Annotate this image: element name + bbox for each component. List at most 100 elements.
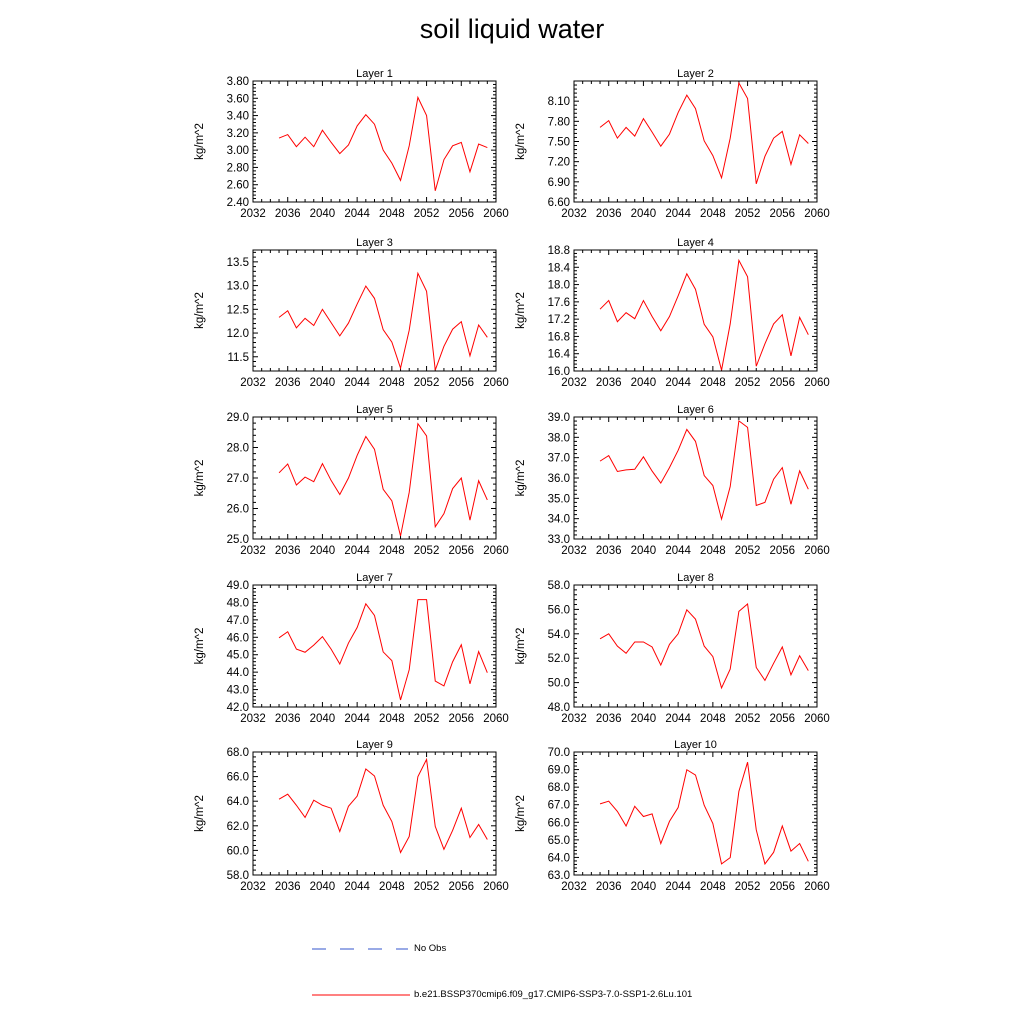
x-tick-label: 2052: [735, 208, 761, 220]
x-tick-label: 2060: [483, 881, 509, 893]
y-axis-label: kg/m^2: [515, 460, 527, 497]
y-tick-label: 68.0: [227, 747, 249, 759]
x-tick-label: 2044: [344, 881, 370, 893]
plot-frame: [252, 80, 497, 203]
y-tick-label: 50.0: [548, 678, 570, 690]
y-axis-label: kg/m^2: [515, 292, 527, 329]
y-tick-label: 3.40: [227, 111, 249, 123]
y-tick-label: 16.4: [548, 349, 571, 361]
x-tick-label: 2040: [631, 881, 657, 893]
chart-main-title: soil liquid water: [419, 14, 605, 44]
y-tick-label: 43.0: [227, 685, 249, 697]
y-tick-label: 33.0: [548, 534, 570, 546]
y-tick-label: 26.0: [227, 504, 249, 516]
y-tick-label: 39.0: [548, 412, 570, 424]
y-tick-label: 12.0: [227, 328, 249, 340]
x-tick-label: 2044: [665, 377, 691, 389]
x-tick-label: 2032: [240, 377, 266, 389]
y-tick-label: 29.0: [227, 412, 249, 424]
y-tick-label: 18.4: [548, 262, 571, 274]
y-tick-label: 13.5: [227, 257, 249, 269]
x-tick-label: 2044: [665, 713, 691, 725]
x-tick-label: 2056: [448, 208, 474, 220]
x-tick-label: 2060: [483, 713, 509, 725]
plot-frame: [252, 249, 497, 372]
panel-layer-4: Layer 4 kg/m^2 2032 2036 2040 2044 2048 2052 205…: [515, 237, 830, 389]
x-tick-label: 2048: [700, 881, 726, 893]
y-tick-label: 8.10: [548, 96, 570, 108]
y-tick-label: 3.60: [227, 93, 249, 105]
y-tick-label: 13.0: [227, 281, 249, 293]
x-tick-label: 2052: [414, 208, 440, 220]
panel-layer-2: Layer 2 kg/m^2 2032 2036 2040 2044 2048 2052 205…: [515, 68, 830, 220]
y-tick-label: 54.0: [548, 629, 570, 641]
series-line: [278, 95, 488, 191]
y-tick-label: 58.0: [227, 870, 249, 882]
y-tick-label: 7.20: [548, 157, 570, 169]
x-tick-label: 2044: [344, 545, 370, 557]
y-tick-label: 37.0: [548, 453, 570, 465]
x-tick-label: 2036: [275, 377, 301, 389]
y-tick-label: 67.0: [548, 800, 570, 812]
plot-frame: [252, 584, 497, 708]
x-tick-label: 2048: [379, 713, 405, 725]
series-line: [278, 599, 488, 701]
y-tick-label: 38.0: [548, 432, 570, 444]
x-tick-label: 2036: [275, 713, 301, 725]
x-tick-label: 2052: [735, 713, 761, 725]
legend-line-no-obs: [312, 948, 408, 950]
y-axis-label: kg/m^2: [194, 628, 206, 665]
x-tick-label: 2048: [700, 208, 726, 220]
x-tick-label: 2036: [596, 881, 622, 893]
x-tick-label: 2044: [344, 208, 370, 220]
x-tick-label: 2032: [240, 713, 266, 725]
x-tick-label: 2060: [804, 545, 830, 557]
x-tick-label: 2056: [769, 208, 795, 220]
panel-layer-7: Layer 7 kg/m^2 2032 2036 2040 2044 2048 2052 205…: [194, 572, 509, 725]
y-tick-label: 27.0: [227, 473, 249, 485]
x-tick-label: 2056: [448, 713, 474, 725]
panel-layer-10: Layer 10 kg/m^2 2032 2036 2040 2044 2048 2052 20…: [515, 739, 830, 893]
y-tick-label: 2.80: [227, 162, 249, 174]
x-tick-label: 2040: [310, 881, 336, 893]
x-tick-label: 2048: [379, 881, 405, 893]
panel-layer-9: Layer 9 kg/m^2 2032 2036 2040 2044 2048 2052 205…: [194, 739, 509, 893]
panel-title: Layer 1: [356, 68, 393, 80]
x-tick-label: 2052: [414, 545, 440, 557]
x-tick-label: 2032: [561, 881, 587, 893]
series-line: [278, 422, 488, 537]
x-tick-label: 2044: [344, 377, 370, 389]
panel-layer-3: Layer 3 kg/m^2 2032 2036 2040 2044 2048 2052 205…: [194, 237, 509, 389]
y-tick-label: 16.0: [548, 366, 570, 378]
y-tick-label: 62.0: [227, 821, 249, 833]
x-tick-label: 2036: [596, 208, 622, 220]
x-tick-label: 2040: [631, 208, 657, 220]
y-axis-label: kg/m^2: [194, 460, 206, 497]
y-axis-label: kg/m^2: [194, 795, 206, 832]
x-tick-label: 2036: [275, 208, 301, 220]
x-tick-label: 2048: [700, 545, 726, 557]
y-tick-label: 63.0: [548, 870, 570, 882]
x-tick-label: 2056: [769, 377, 795, 389]
x-tick-label: 2040: [631, 545, 657, 557]
y-tick-label: 28.0: [227, 443, 249, 455]
x-tick-label: 2040: [310, 377, 336, 389]
y-tick-label: 25.0: [227, 534, 249, 546]
y-tick-label: 66.0: [227, 772, 249, 784]
y-tick-label: 45.0: [227, 650, 249, 662]
x-tick-label: 2060: [483, 208, 509, 220]
x-tick-label: 2052: [735, 545, 761, 557]
x-tick-label: 2056: [769, 881, 795, 893]
y-tick-label: 2.60: [227, 180, 249, 192]
panel-title: Layer 6: [677, 404, 714, 416]
y-tick-label: 17.2: [548, 314, 570, 326]
legend-label-no-obs: No Obs: [414, 943, 447, 954]
y-tick-label: 64.0: [548, 852, 570, 864]
panel-title: Layer 10: [674, 739, 717, 751]
panel-title: Layer 2: [677, 68, 714, 80]
plot-frame: [573, 416, 818, 540]
x-tick-label: 2032: [561, 713, 587, 725]
x-tick-label: 2040: [310, 545, 336, 557]
x-tick-label: 2060: [483, 377, 509, 389]
y-tick-label: 3.80: [227, 76, 249, 88]
